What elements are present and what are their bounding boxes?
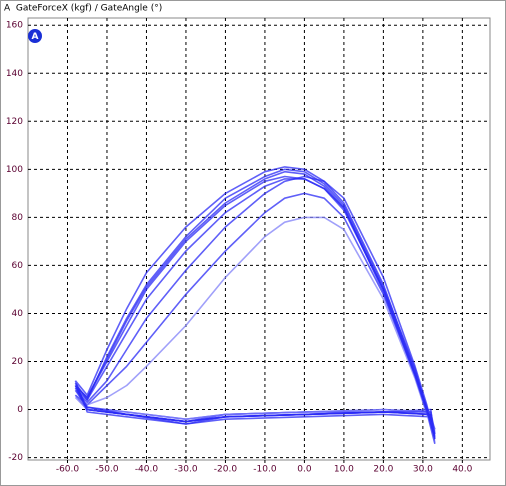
y-tick-label: 20 xyxy=(12,357,24,367)
curve xyxy=(74,166,436,430)
badge: A xyxy=(32,32,39,42)
curve xyxy=(74,216,436,432)
chart-title: A GateForceX (kgf) / GateAngle (°) xyxy=(4,4,162,14)
x-tick-label: -30.0 xyxy=(174,465,198,475)
y-tick-label: 160 xyxy=(6,21,23,31)
y-tick-label: 60 xyxy=(12,261,24,271)
y-tick-label: 40 xyxy=(12,309,24,319)
x-tick-label: -60.0 xyxy=(56,465,80,475)
x-tick-label: -20.0 xyxy=(214,465,238,475)
x-tick-label: 40.0 xyxy=(452,465,472,475)
x-tick-label: -50.0 xyxy=(95,465,119,475)
y-tick-label: 140 xyxy=(6,69,23,79)
x-tick-label: 20.0 xyxy=(373,465,393,475)
y-tick-label: 120 xyxy=(6,117,23,127)
y-tick-label: 100 xyxy=(6,165,23,175)
y-tick-label: -20 xyxy=(8,453,23,463)
x-tick-label: -10.0 xyxy=(253,465,277,475)
curve xyxy=(74,170,436,435)
badge-circle xyxy=(28,29,42,43)
x-tick-label: 30.0 xyxy=(413,465,433,475)
y-tick-label: 0 xyxy=(17,405,23,415)
curves xyxy=(74,166,436,444)
x-tick-label: -40.0 xyxy=(135,465,159,475)
y-tick-label: 80 xyxy=(12,213,24,223)
x-tick-label: 10.0 xyxy=(334,465,354,475)
x-tick-label: 0.0 xyxy=(297,465,312,475)
